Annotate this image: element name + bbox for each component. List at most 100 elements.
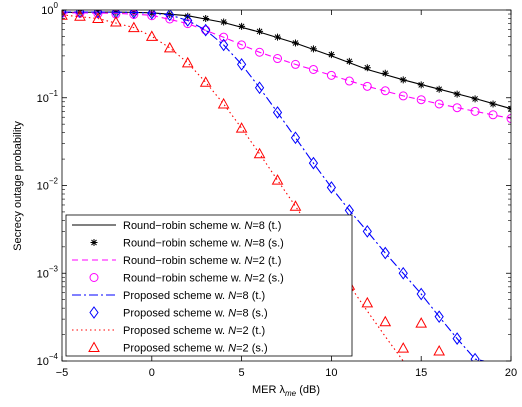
data-point: [256, 27, 264, 35]
data-point: [183, 14, 193, 27]
data-point: [145, 30, 158, 41]
legend-label-prefix: Round−robin scheme w.: [123, 273, 244, 285]
data-point: [62, 10, 68, 20]
data-point: [62, 10, 67, 18]
data-point: [181, 56, 194, 68]
legend-label-var: N: [228, 343, 236, 355]
legend-label-prefix: Round−robin scheme w.: [123, 255, 244, 267]
legend-label-var: N: [228, 290, 236, 302]
legend-label-suffix: =2 (s.): [236, 343, 267, 355]
data-point: [165, 10, 175, 22]
series-7: [62, 10, 446, 356]
data-point: [379, 315, 392, 327]
data-point: [398, 266, 408, 280]
legend-label-var: N: [244, 220, 252, 232]
x-axis-label-main: MER λ: [252, 384, 286, 396]
legend-label-suffix: =8 (t.): [236, 290, 265, 302]
data-point: [362, 225, 372, 238]
legend-entry: Proposed scheme w. N=8 (t.): [72, 290, 265, 302]
legend-marker-swatch: [88, 341, 100, 352]
legend-label: Round−robin scheme w. N=8 (s.): [123, 238, 284, 250]
data-point: [433, 344, 446, 356]
data-point: [345, 57, 353, 65]
legend-marker-swatch: [90, 239, 98, 246]
data-point: [199, 76, 212, 87]
data-point: [488, 110, 498, 120]
legend-label: Proposed scheme w. N=2 (s.): [123, 343, 268, 355]
y-tick-exponent: −4: [49, 352, 59, 361]
data-point: [416, 95, 426, 105]
legend-label-suffix: =8 (t.): [252, 220, 281, 232]
legend-label-prefix: Proposed scheme w.: [123, 308, 228, 320]
legend-label-suffix: =2 (t.): [236, 325, 265, 337]
data-point: [308, 156, 319, 170]
data-point: [344, 76, 354, 86]
data-point: [361, 296, 374, 308]
data-point: [237, 40, 247, 50]
y-tick-label: 10−4: [37, 352, 59, 368]
data-point: [453, 90, 461, 98]
legend-label: Proposed scheme w. N=8 (t.): [123, 290, 265, 302]
y-tick-exponent: −2: [49, 177, 59, 186]
data-point: [255, 47, 265, 57]
legend-label-suffix: =8 (s.): [236, 308, 267, 320]
legend-label: Round−robin scheme w. N=8 (t.): [123, 220, 281, 232]
data-point: [380, 246, 390, 260]
data-point: [219, 38, 229, 52]
data-point: [489, 100, 497, 108]
legend-label-prefix: Round−robin scheme w.: [123, 220, 244, 232]
legend-entry: Proposed scheme w. N=8 (s.): [89, 306, 268, 320]
x-tick-label: 10: [325, 367, 337, 379]
series-4: [62, 11, 485, 361]
data-point: [273, 54, 283, 64]
data-point: [416, 287, 426, 301]
legend-label-prefix: Proposed scheme w.: [123, 343, 228, 355]
legend-marker-swatch: [89, 306, 99, 319]
legend-label-var: N: [244, 255, 252, 267]
data-point: [435, 85, 443, 93]
y-tick-base: 10: [37, 181, 49, 193]
legend-label-var: N: [228, 325, 236, 337]
data-point: [326, 70, 336, 80]
y-tick-exponent: −1: [49, 89, 59, 98]
data-point: [271, 174, 284, 185]
data-point: [291, 39, 299, 47]
x-tick-label: 20: [505, 367, 517, 379]
y-tick-label: 10−3: [37, 264, 59, 280]
x-axis-label-unit: (dB): [296, 384, 320, 396]
series-line: [62, 12, 511, 120]
data-point: [381, 69, 389, 77]
legend-entry: Round−robin scheme w. N=2 (s.): [89, 273, 284, 285]
data-point: [290, 59, 300, 69]
legend-label: Round−robin scheme w. N=2 (t.): [123, 255, 281, 267]
series-6: [62, 14, 404, 361]
data-point: [415, 317, 428, 328]
y-axis-label: Secrecy outage probability: [12, 121, 24, 251]
data-point: [290, 131, 301, 145]
data-point: [380, 86, 390, 96]
data-point: [471, 95, 479, 103]
y-tick-label: 100: [41, 1, 58, 17]
data-point: [434, 310, 444, 324]
data-point: [147, 10, 157, 20]
data-point: [201, 23, 211, 37]
y-tick-base: 10: [41, 5, 53, 17]
data-point: [470, 352, 480, 361]
legend-label-var: N: [228, 308, 236, 320]
data-point: [129, 10, 139, 19]
legend-label: Proposed scheme w. N=8 (s.): [123, 308, 268, 320]
legend-marker-swatch: [89, 273, 99, 282]
series-2: [62, 12, 511, 120]
data-point: [272, 106, 283, 119]
data-point: [362, 81, 372, 91]
y-tick-label: 10−2: [37, 177, 59, 193]
legend: Round−robin scheme w. N=8 (t.)Round−robi…: [65, 214, 353, 357]
legend-label-var: N: [244, 238, 252, 250]
data-point: [74, 10, 86, 21]
data-point: [327, 51, 335, 59]
y-tick-exponent: −3: [49, 264, 59, 273]
legend-label: Proposed scheme w. N=2 (t.): [123, 325, 265, 337]
x-axis-label-subscript: me: [285, 389, 297, 398]
legend-label-suffix: =2 (t.): [252, 255, 281, 267]
